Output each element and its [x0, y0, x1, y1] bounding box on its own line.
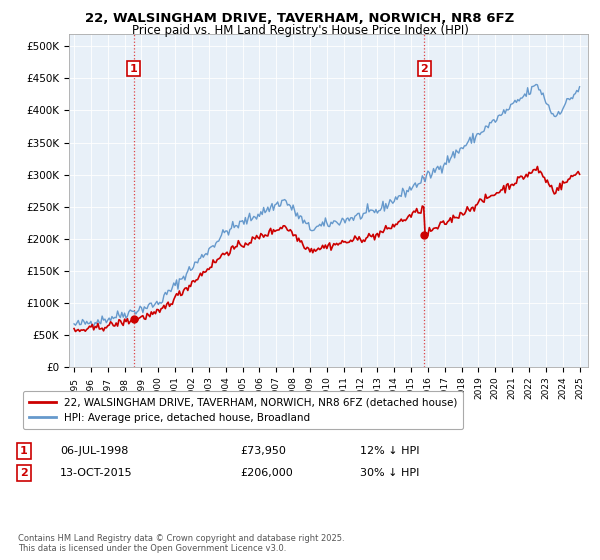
Text: Price paid vs. HM Land Registry's House Price Index (HPI): Price paid vs. HM Land Registry's House … — [131, 24, 469, 36]
Text: 30% ↓ HPI: 30% ↓ HPI — [360, 468, 419, 478]
Text: £73,950: £73,950 — [240, 446, 286, 456]
Text: 06-JUL-1998: 06-JUL-1998 — [60, 446, 128, 456]
Text: 2: 2 — [421, 64, 428, 73]
Text: 1: 1 — [20, 446, 28, 456]
Text: £206,000: £206,000 — [240, 468, 293, 478]
Text: 22, WALSINGHAM DRIVE, TAVERHAM, NORWICH, NR8 6FZ: 22, WALSINGHAM DRIVE, TAVERHAM, NORWICH,… — [85, 12, 515, 25]
Legend: 22, WALSINGHAM DRIVE, TAVERHAM, NORWICH, NR8 6FZ (detached house), HPI: Average : 22, WALSINGHAM DRIVE, TAVERHAM, NORWICH,… — [23, 391, 463, 429]
Text: 2: 2 — [20, 468, 28, 478]
Text: Contains HM Land Registry data © Crown copyright and database right 2025.
This d: Contains HM Land Registry data © Crown c… — [18, 534, 344, 553]
Text: 13-OCT-2015: 13-OCT-2015 — [60, 468, 133, 478]
Text: 1: 1 — [130, 64, 137, 73]
Text: 12% ↓ HPI: 12% ↓ HPI — [360, 446, 419, 456]
